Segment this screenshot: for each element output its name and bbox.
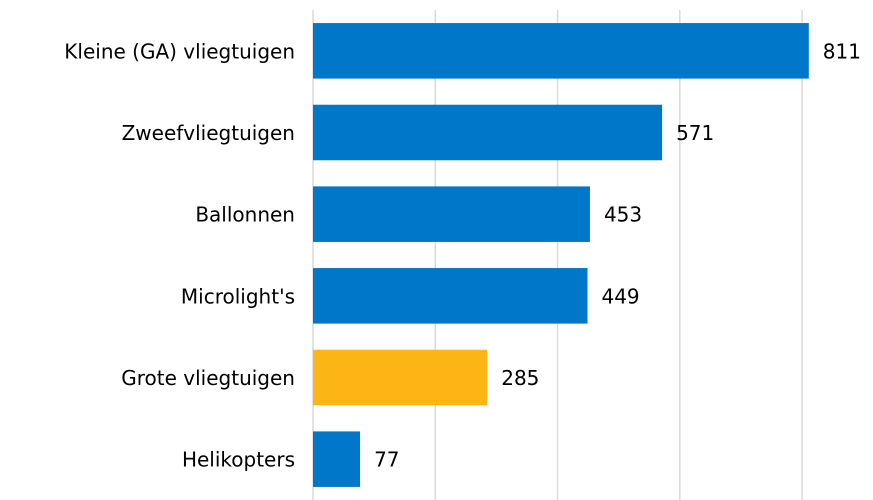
bar <box>313 349 488 406</box>
value-label: 571 <box>676 121 714 145</box>
bar <box>313 431 361 487</box>
category-label: Grote vliegtuigen <box>121 366 295 390</box>
bar <box>313 186 590 242</box>
value-label: 285 <box>501 366 539 390</box>
bar <box>313 23 809 79</box>
category-label: Zweefvliegtuigen <box>122 121 295 145</box>
value-label: 449 <box>601 284 639 308</box>
category-label: Kleine (GA) vliegtuigen <box>64 39 295 63</box>
value-label: 453 <box>604 203 642 227</box>
value-label: 77 <box>374 448 399 472</box>
category-label: Ballonnen <box>195 203 295 227</box>
value-label: 811 <box>823 39 861 63</box>
category-label: Microlight's <box>181 284 295 308</box>
bar <box>313 268 588 324</box>
bar <box>313 104 663 161</box>
category-label: Helikopters <box>182 448 295 472</box>
